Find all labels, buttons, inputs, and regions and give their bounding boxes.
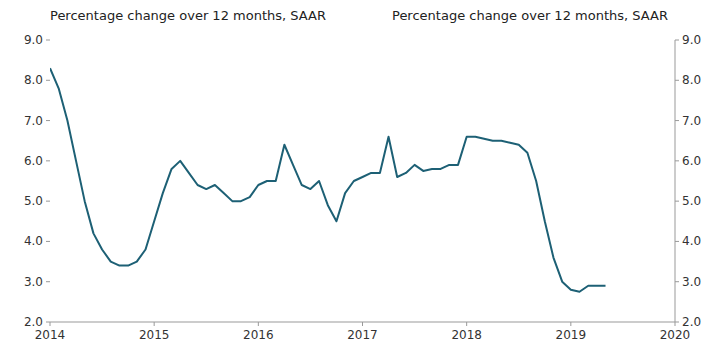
y-tick — [46, 281, 50, 282]
y2-tick — [675, 80, 679, 81]
x-tick — [154, 322, 155, 326]
x-tick — [466, 322, 467, 326]
plot-area — [50, 68, 606, 292]
x-tick — [362, 322, 363, 326]
x-tick — [258, 322, 259, 326]
y2-tick-label: 7.0 — [682, 114, 701, 128]
y2-tick-label: 8.0 — [682, 73, 701, 87]
subtitle: Percentage change over 12 months, SAAR — [392, 8, 668, 23]
y2-tick-label: 5.0 — [682, 194, 701, 208]
line — [50, 68, 606, 292]
y-tick — [46, 241, 50, 242]
y-tick — [46, 322, 50, 323]
y-tick-label: 2.0 — [24, 315, 43, 329]
y-tick-label: 5.0 — [24, 194, 43, 208]
x-tick — [50, 322, 51, 326]
y2-tick — [675, 322, 679, 323]
y-tick-label: 6.0 — [24, 154, 43, 168]
x-tick-label: 2014 — [35, 328, 66, 342]
x-tick-label: 2017 — [347, 328, 378, 342]
y2-tick-label: 3.0 — [682, 275, 701, 289]
y2-tick-label: 2.0 — [682, 315, 701, 329]
x-tick-label: 2020 — [660, 328, 691, 342]
y2-tick — [675, 201, 679, 202]
y-tick-label: 3.0 — [24, 275, 43, 289]
x-tick — [675, 322, 676, 326]
y2-tick-label: 6.0 — [682, 154, 701, 168]
x-tick-label: 2018 — [451, 328, 482, 342]
y-tick — [46, 201, 50, 202]
y-tick — [46, 160, 50, 161]
y2-tick — [675, 120, 679, 121]
y2-axis-line — [675, 40, 676, 322]
y-tick-label: 8.0 — [24, 73, 43, 87]
title: Percentage change over 12 months, SAAR — [50, 8, 326, 23]
y-tick-label: 9.0 — [24, 33, 43, 47]
x-tick-label: 2015 — [139, 328, 170, 342]
y2-tick-label: 4.0 — [682, 234, 701, 248]
y-tick — [46, 40, 50, 41]
y2-tick — [675, 281, 679, 282]
y2-tick — [675, 241, 679, 242]
x-tick-label: 2019 — [556, 328, 587, 342]
y2-tick-label: 9.0 — [682, 33, 701, 47]
x-tick-label: 2016 — [243, 328, 274, 342]
y2-tick — [675, 40, 679, 41]
y-tick-label: 7.0 — [24, 114, 43, 128]
y2-tick — [675, 160, 679, 161]
x-tick — [570, 322, 571, 326]
y-tick — [46, 120, 50, 121]
chart: Percentage change over 12 months, SAAR Pe… — [0, 0, 725, 354]
y-tick-label: 4.0 — [24, 234, 43, 248]
y-tick — [46, 80, 50, 81]
